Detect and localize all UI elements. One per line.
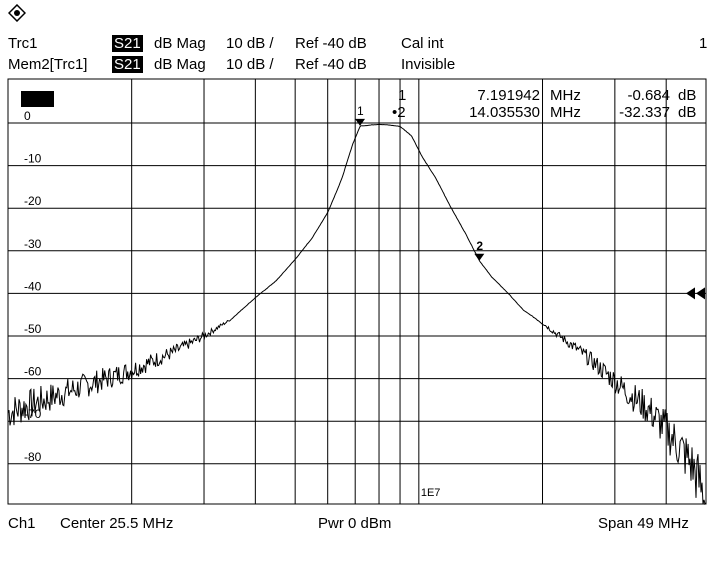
y-tick-label: -20 (24, 194, 42, 208)
y-tick-label: 0 (24, 109, 31, 123)
y-tick-label: -50 (24, 322, 42, 336)
marker-readout-freq: 14.035530 (469, 104, 540, 121)
channel-number: 1 (699, 35, 708, 52)
footer-channel: Ch1 (8, 515, 36, 532)
marker-readout-label: •2 (392, 104, 406, 121)
ref-level-arrow (696, 287, 705, 300)
plot-frame (7, 78, 707, 505)
mem-trace-ref: Ref -40 dB (295, 56, 367, 73)
footer-power: Pwr 0 dBm (318, 515, 392, 532)
trace-status: Cal int (401, 35, 444, 52)
footer-span: Span 49 MHz (598, 515, 689, 532)
trace-ref: Ref -40 dB (295, 35, 367, 52)
trace-label-box (21, 91, 54, 107)
mem-trace-status: Invisible (401, 56, 456, 73)
marker-triangle (474, 253, 485, 261)
marker-readout-value: -0.684 (627, 87, 670, 104)
marker-readout-unit: MHz (550, 104, 581, 121)
marker-readout-vunit: dB (678, 87, 696, 104)
trace-name[interactable]: Trc1 (8, 35, 38, 52)
mem-trace-param[interactable]: S21 (112, 56, 143, 73)
trace-format: dB Mag (154, 35, 206, 52)
trace-scale: 10 dB / (226, 35, 274, 52)
marker-readout-unit: MHz (550, 87, 581, 104)
x-annotation-label: 1E7 (421, 487, 441, 499)
marker-label: 2 (476, 239, 483, 253)
trace-param[interactable]: S21 (112, 35, 143, 52)
marker-readout-label: 1 (398, 87, 406, 104)
trace-line (7, 123, 707, 506)
marker-triangle (355, 118, 366, 126)
y-tick-label: -40 (24, 279, 42, 293)
y-tick-label: -70 (24, 407, 42, 421)
mem-trace-scale: 10 dB / (226, 56, 274, 73)
y-tick-label: -80 (24, 450, 42, 464)
y-tick-label: -30 (24, 237, 42, 251)
mem-trace-format: dB Mag (154, 56, 206, 73)
marker-readout-freq: 7.191942 (477, 87, 540, 104)
footer-center: Center 25.5 MHz (60, 515, 174, 532)
marker-readout-value: -32.337 (619, 104, 670, 121)
y-tick-label: -60 (24, 365, 42, 379)
rs-logo (8, 4, 26, 22)
marker-label: 1 (357, 104, 364, 118)
y-tick-label: -10 (24, 152, 42, 166)
mem-trace-name[interactable]: Mem2[Trc1] (8, 56, 88, 73)
ref-level-arrow (686, 287, 695, 300)
marker-readout-vunit: dB (678, 104, 696, 121)
